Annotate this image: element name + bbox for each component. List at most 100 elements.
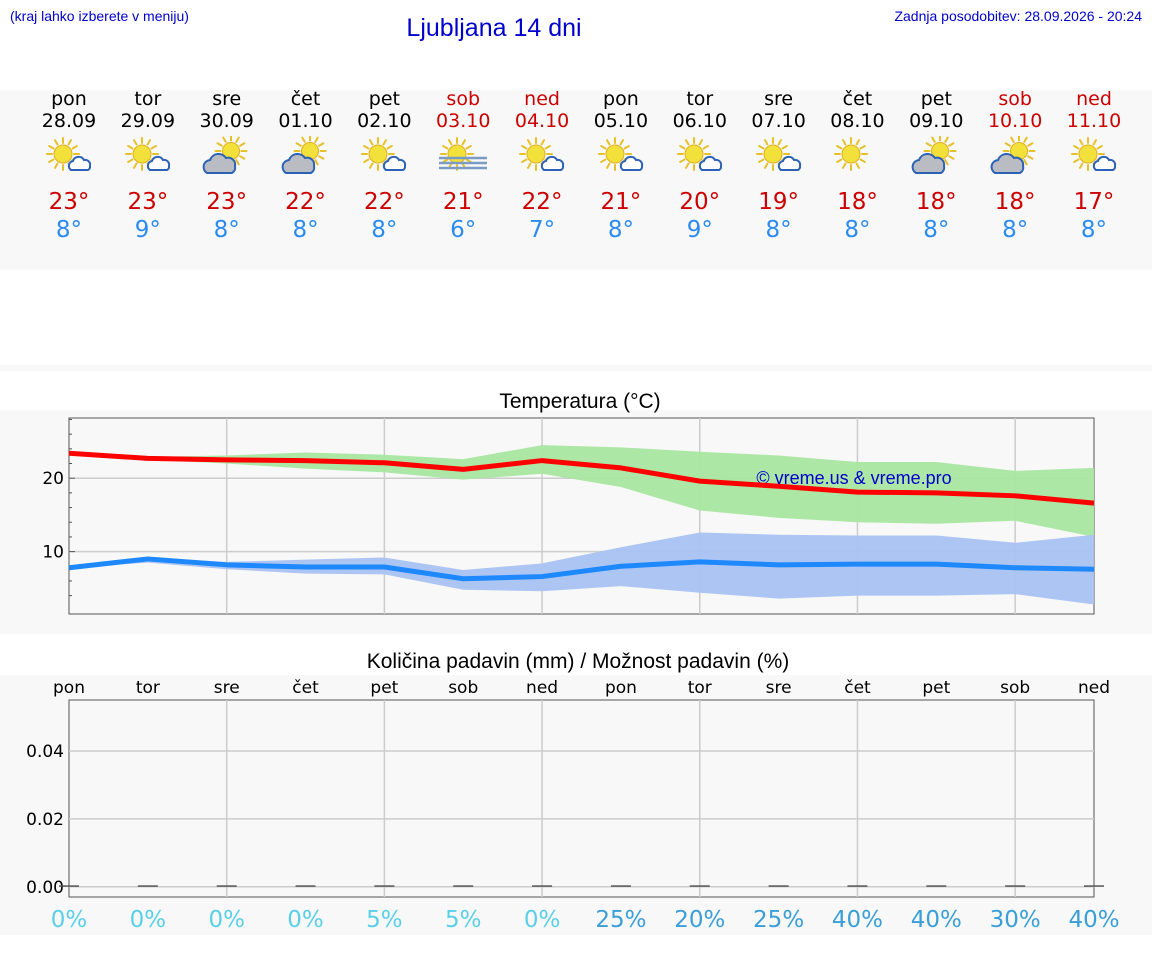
day-forecast: sob 10.10 18° 8° [976,88,1054,244]
day-name: čet [290,88,321,110]
day-name: sob [998,88,1032,110]
max-temperature-line [68,450,1095,506]
max-temperature: 21° [600,189,642,215]
precip-day-label: sob [448,678,478,698]
day-date: 03.10 [436,110,491,132]
sun-cloud-icon [124,137,170,171]
y-tick-label: 0.00 [26,878,64,898]
day-name: čet [842,88,873,110]
min-temperature: 8° [923,217,950,243]
max-temperature: 23° [48,189,90,215]
min-temperature: 8° [607,217,634,243]
partly-cloudy-icon [990,136,1036,174]
precipitation-bar [689,885,710,887]
precip-day-label: pet [922,678,950,698]
precipitation-bar [59,885,79,887]
precipitation-probability-label: 5% [445,907,482,933]
day-forecast: ned 11.10 17° 8° [1055,88,1133,244]
day-date: 07.10 [751,110,806,132]
partly-cloudy-icon [202,136,248,174]
day-name: ned [524,88,560,110]
day-date: 01.10 [278,110,333,132]
day-forecast: sre 30.09 23° 8° [188,88,266,244]
sun-fog-icon [439,137,488,171]
y-tick-label: 0.02 [26,810,64,830]
day-date: 10.10 [987,110,1043,132]
precip-day-label: sre [766,678,792,698]
day-name: tor [686,88,714,110]
y-tick-label: 10 [42,543,64,563]
precip-day-label: pet [370,678,398,698]
precip-day-label: pon [53,678,85,698]
precip-day-label: čet [844,678,871,698]
precipitation-bar [926,885,947,887]
precipitation-probability-label: 0% [287,907,324,933]
max-temperature: 22° [363,189,405,215]
forecast-strip-background [0,90,1152,270]
min-temperature: 6° [450,217,477,243]
precipitation-probability-label: 40% [832,907,883,933]
precipitation-probability-label: 0% [524,907,561,933]
min-temperature: 8° [1080,217,1108,243]
day-date: 08.10 [830,110,885,132]
precipitation-bar [847,885,868,887]
day-date: 06.10 [672,110,727,132]
y-tick-label: 0.04 [26,742,64,762]
precip-day-label: pon [605,678,637,698]
day-forecast: pon 28.09 23° 8° [30,88,108,244]
day-name: pon [51,88,87,110]
day-name: sre [764,88,794,110]
day-name: ned [1076,88,1112,110]
min-temperature: 8° [1002,217,1029,243]
day-date: 11.10 [1066,110,1122,132]
precipitation-bar [768,885,789,887]
max-temperature: 20° [679,189,721,215]
menu-hint-text: (kraj lahko izberete v meniju) [10,8,189,24]
min-temperature: 8° [213,217,240,243]
precipitation-bar [216,885,237,887]
sun-cloud-icon [597,137,644,171]
day-name: pet [920,88,952,110]
day-forecast: pon 05.10 21° 8° [582,88,660,244]
min-temperature: 8° [55,217,83,243]
max-temperature: 18° [915,189,957,215]
precipitation-probability-label: 0% [51,907,88,933]
precip-day-label: sob [1000,678,1030,698]
precipitation-bar [374,885,395,887]
precipitation-chart-title: Količina padavin (mm) / Možnost padavin … [367,650,790,673]
max-temperature: 18° [837,189,878,215]
min-temperature: 8° [371,217,398,243]
precipitation-bar [610,885,631,887]
min-temperature: 9° [686,217,713,243]
precipitation-probability-label: 40% [1068,907,1119,933]
precip-day-label: tor [136,678,160,698]
max-temperature: 17° [1073,189,1115,215]
precipitation-probability-label: 25% [753,907,804,933]
day-date: 05.10 [593,110,649,132]
sun-cloud-icon [1071,137,1117,171]
day-date: 29.09 [120,110,176,132]
max-temperature: 22° [521,189,563,215]
max-temperature: 18° [994,189,1036,215]
min-temperature-range-band [69,532,1094,605]
y-tick-label: 20 [42,469,64,489]
day-name: sre [212,88,242,110]
day-name: pet [368,88,400,110]
day-date: 28.09 [41,110,97,132]
precip-day-label: ned [526,678,558,698]
day-date: 02.10 [357,110,412,132]
day-name: sob [446,88,481,110]
precipitation-probability-label: 25% [595,907,646,933]
day-forecast: pet 02.10 22° 8° [345,88,423,244]
min-temperature: 8° [292,217,319,243]
min-temperature: 8° [844,217,871,243]
day-forecast: tor 29.09 23° 9° [109,88,187,244]
max-temperature: 21° [442,189,484,215]
precipitation-bar [1005,885,1026,887]
partly-cloudy-icon [281,136,327,174]
precipitation-probability-label: 5% [366,907,403,933]
sun-cloud-icon [519,137,565,171]
min-temperature: 9° [134,217,161,243]
day-name: pon [603,88,639,110]
precipitation-bar [453,885,474,887]
